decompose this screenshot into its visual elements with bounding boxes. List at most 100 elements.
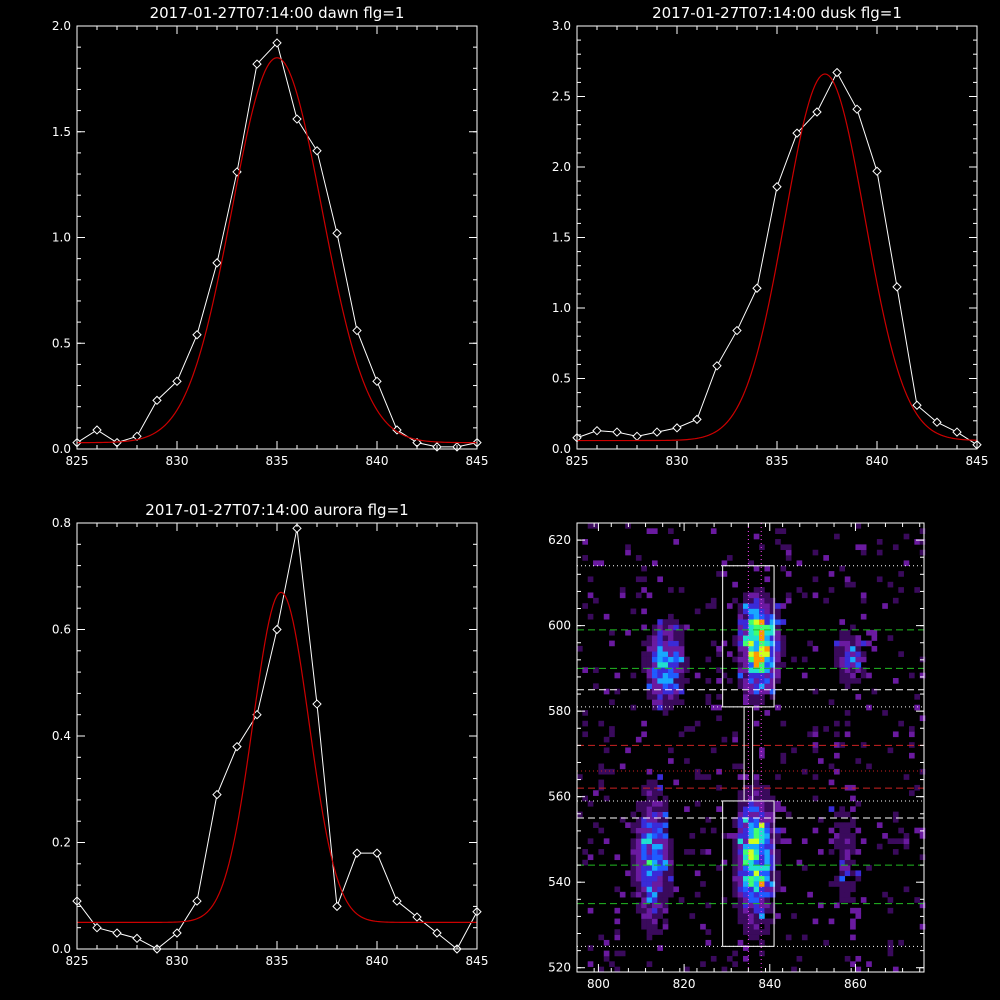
heatmap-cell	[753, 592, 760, 599]
heatmap-cell	[651, 929, 658, 935]
heatmap-cell	[855, 800, 862, 807]
heatmap-cell	[769, 795, 776, 802]
heatmap-cell	[668, 704, 674, 711]
heatmap-cell	[598, 849, 605, 855]
heatmap-cell	[753, 640, 760, 647]
heatmap-cell	[641, 907, 647, 914]
heatmap-cell	[646, 779, 653, 786]
heatmap-cell	[737, 849, 744, 855]
heatmap-cell	[759, 651, 765, 657]
heatmap-cell	[657, 619, 663, 625]
heatmap-cell	[860, 667, 867, 673]
heatmap-cell	[834, 720, 840, 727]
heatmap-cell	[855, 656, 862, 663]
heatmap-cell	[748, 934, 755, 941]
heatmap-cell	[657, 656, 663, 663]
heatmap-cell	[689, 726, 696, 732]
heatmap-cell	[769, 651, 776, 657]
heatmap-cell	[716, 704, 722, 711]
heatmap-cell	[780, 635, 787, 641]
heatmap-cell	[662, 822, 669, 828]
heatmap-cell	[646, 688, 653, 695]
heatmap-cell	[657, 683, 663, 690]
heatmap-cell	[694, 608, 701, 615]
heatmap-cell	[668, 854, 674, 861]
heatmap-cell	[593, 790, 599, 796]
heatmap-cell	[753, 806, 760, 812]
heatmap-cell	[646, 875, 653, 882]
heatmap-cell	[743, 619, 749, 625]
heatmap-cell	[834, 833, 840, 839]
heatmap-cell	[651, 699, 658, 706]
heatmap-cell	[641, 849, 647, 855]
heatmap-cell	[759, 683, 765, 690]
heatmap-cell	[630, 870, 637, 877]
heatmap-cell	[764, 822, 771, 828]
heatmap-cell	[769, 838, 776, 845]
heatmap-cell	[801, 768, 808, 775]
heatmap-cell	[737, 833, 744, 839]
heatmap-cell	[775, 774, 781, 780]
heatmap-cell	[866, 629, 872, 636]
heatmap-cell	[753, 907, 760, 914]
heatmap-cell	[780, 528, 787, 534]
heatmap-cell	[753, 795, 760, 802]
heatmap-cell	[807, 640, 813, 647]
heatmap-cell	[737, 865, 744, 871]
heatmap-cell	[641, 806, 647, 812]
heatmap-cell	[673, 694, 680, 700]
heatmap-cell	[651, 667, 658, 673]
heatmap-cell	[748, 806, 755, 812]
heatmap-cell	[625, 870, 631, 877]
heatmap-cell	[673, 886, 680, 893]
heatmap-cell	[705, 774, 712, 780]
heatmap-cell	[646, 918, 653, 925]
heatmap-cell	[775, 645, 781, 652]
heatmap-cell	[855, 966, 862, 973]
heatmap-cell	[753, 822, 760, 828]
heatmap-cell	[732, 597, 738, 604]
heatmap-cell	[769, 902, 776, 909]
heatmap-cell	[748, 624, 755, 631]
data-point	[272, 38, 282, 48]
heatmap-cell	[651, 886, 658, 893]
heatmap-cell	[759, 886, 765, 893]
data-point	[392, 425, 402, 435]
heatmap-cell	[609, 961, 615, 967]
heatmap-cell	[876, 539, 883, 545]
heatmap-cell	[694, 774, 701, 780]
heatmap-cell	[748, 645, 755, 652]
heatmap-cell	[844, 822, 851, 828]
heatmap-cell	[689, 849, 696, 855]
heatmap-cell	[791, 966, 797, 973]
heatmap-cell	[850, 838, 856, 845]
heatmap-cell	[769, 865, 776, 871]
heatmap-cell	[651, 528, 658, 534]
data-line	[76, 41, 478, 448]
heatmap-cell	[919, 833, 926, 839]
heatmap-cell	[737, 619, 744, 625]
heatmap-cell	[834, 645, 840, 652]
heatmap-cell	[775, 539, 781, 545]
heatmap-cell	[753, 800, 760, 807]
axis-frame	[576, 522, 925, 973]
heatmap-cell	[828, 571, 835, 577]
heatmap-cell	[668, 891, 674, 898]
heatmap-cell	[753, 833, 760, 839]
heatmap-cell	[737, 816, 744, 823]
heatmap-cell	[764, 875, 771, 882]
heatmap-cell	[909, 790, 915, 796]
heatmap-cell	[759, 667, 765, 673]
heatmap-cell	[743, 854, 749, 861]
heatmap-cell	[651, 891, 658, 898]
data-point	[172, 928, 182, 938]
heatmap-cell	[651, 672, 658, 679]
heatmap-cell	[705, 699, 712, 706]
heatmap-cell	[769, 891, 776, 898]
heatmap-cell	[775, 656, 781, 663]
heatmap-cell	[657, 790, 663, 796]
heatmap-cell	[748, 790, 755, 796]
heatmap-cell	[657, 849, 663, 855]
heatmap-cell	[743, 897, 749, 903]
heatmap-cell	[598, 779, 605, 786]
